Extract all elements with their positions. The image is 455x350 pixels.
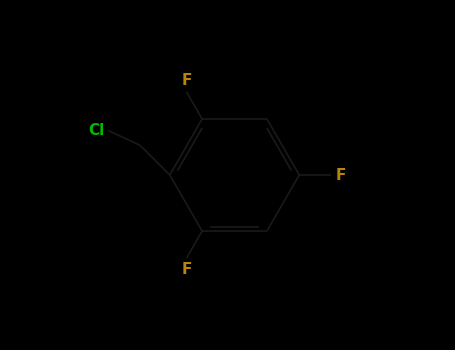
Text: F: F <box>181 262 192 277</box>
Text: F: F <box>181 73 192 88</box>
Text: Cl: Cl <box>89 123 105 138</box>
Text: F: F <box>336 168 346 182</box>
